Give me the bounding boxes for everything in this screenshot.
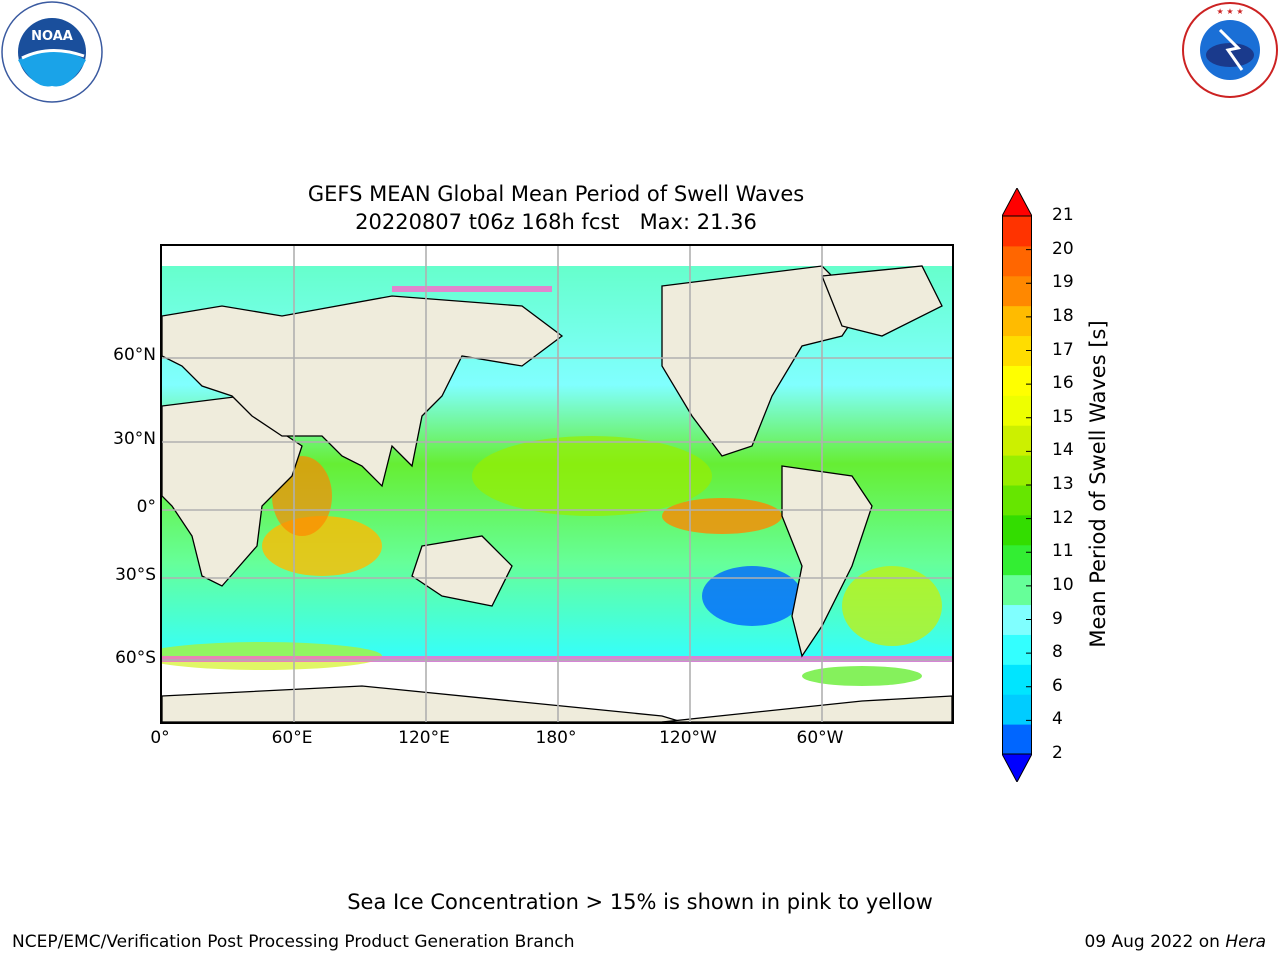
x-tick-120w: 120°W [659, 728, 717, 748]
greenland [821, 265, 943, 337]
x-tick-60e: 60°E [271, 728, 313, 748]
colorbar-band [1002, 514, 1032, 546]
sea-ice-edge-north [392, 286, 552, 292]
colorbar-band [1002, 544, 1032, 576]
sea-ice-note: Sea Ice Concentration > 15% is shown in … [347, 890, 933, 914]
australia [411, 535, 513, 607]
footer-machine: Hera [1225, 932, 1266, 952]
colorbar-band [1002, 275, 1032, 307]
colorbar-tick-label: 9 [1052, 608, 1063, 629]
colorbar-tick-label: 6 [1052, 675, 1063, 696]
colorbar-band [1002, 485, 1032, 516]
colorbar-band [1002, 216, 1032, 247]
y-tick-60n: 60°N [113, 345, 156, 365]
colorbar-tick-label: 17 [1052, 339, 1074, 360]
y-tick-60s: 60°S [115, 648, 156, 668]
colorbar-tick-label: 21 [1052, 205, 1074, 225]
colorbar-band [1002, 395, 1032, 426]
colorbar-extend-high [1001, 186, 1033, 217]
colorbar-band [1002, 245, 1032, 277]
colorbar-tick-label: 14 [1052, 440, 1074, 461]
land-masses [162, 265, 952, 722]
footer-date-text: 09 Aug 2022 on [1084, 932, 1226, 952]
colorbar-tick-label: 2 [1052, 743, 1063, 763]
colorbar-band [1002, 305, 1032, 337]
colorbar-band [1002, 694, 1032, 725]
x-tick-180: 180° [535, 728, 577, 748]
colorbar-tick-label: 15 [1052, 406, 1074, 427]
colorbar-tick-label: 8 [1052, 642, 1063, 663]
colorbar-extend-low [1001, 753, 1033, 784]
svg-text:★ ★ ★: ★ ★ ★ [1216, 7, 1243, 16]
colorbar-tick-label: 13 [1052, 474, 1074, 494]
colorbar-band [1002, 365, 1032, 396]
colorbar-tick-label: 16 [1052, 373, 1074, 394]
pacific-low-period [702, 566, 802, 626]
colorbar-tick-label: 19 [1052, 272, 1074, 293]
colorbar-band [1002, 724, 1032, 755]
colorbar-band [1002, 425, 1032, 456]
colorbar-graphic [1001, 186, 1033, 784]
title-line-2: 20220807 t06z 168h fcst Max: 21.36 [355, 210, 757, 234]
noaa-logo: NOAA [0, 0, 104, 104]
colorbar-tick-label: 10 [1052, 574, 1074, 595]
colorbar-tick-label: 18 [1052, 305, 1074, 326]
sea-ice-edge-south [162, 656, 952, 662]
colorbar-tick-label: 11 [1052, 541, 1074, 562]
x-tick-60w: 60°W [796, 728, 844, 748]
colorbar-title: Mean Period of Swell Waves [s] [1086, 320, 1110, 648]
x-tick-0: 0° [150, 728, 170, 748]
colorbar-tick-label: 20 [1052, 238, 1074, 259]
eurasia [162, 295, 564, 488]
title-line-1: GEFS MEAN Global Mean Period of Swell Wa… [307, 182, 805, 206]
colorbar [1001, 186, 1033, 784]
footer-date: 09 Aug 2022 on Hera [1084, 932, 1266, 952]
map-panel [160, 244, 954, 724]
antarctica-west [162, 685, 683, 722]
colorbar-band [1002, 574, 1032, 606]
colorbar-tick-label: 12 [1052, 507, 1074, 528]
gridlines [162, 246, 952, 722]
y-tick-30n: 30°N [113, 429, 156, 449]
y-tick-0: 0° [136, 497, 156, 517]
colorbar-band [1002, 455, 1032, 486]
pacific-high-period [662, 498, 782, 534]
noaa-logo-text: NOAA [31, 29, 73, 44]
south-america [781, 465, 873, 658]
footer-branch: NCEP/EMC/Verification Post Processing Pr… [12, 932, 575, 952]
y-tick-30s: 30°S [115, 565, 156, 585]
colorbar-tick-label: 4 [1052, 709, 1063, 730]
nws-logo: ★ ★ ★ [1180, 0, 1280, 100]
chart-title: GEFS MEAN Global Mean Period of Swell Wa… [156, 180, 956, 236]
colorbar-band [1002, 634, 1032, 665]
map-canvas [162, 246, 952, 722]
colorbar-band [1002, 664, 1032, 695]
antarctica-east [661, 695, 952, 722]
x-tick-120e: 120°E [398, 728, 450, 748]
